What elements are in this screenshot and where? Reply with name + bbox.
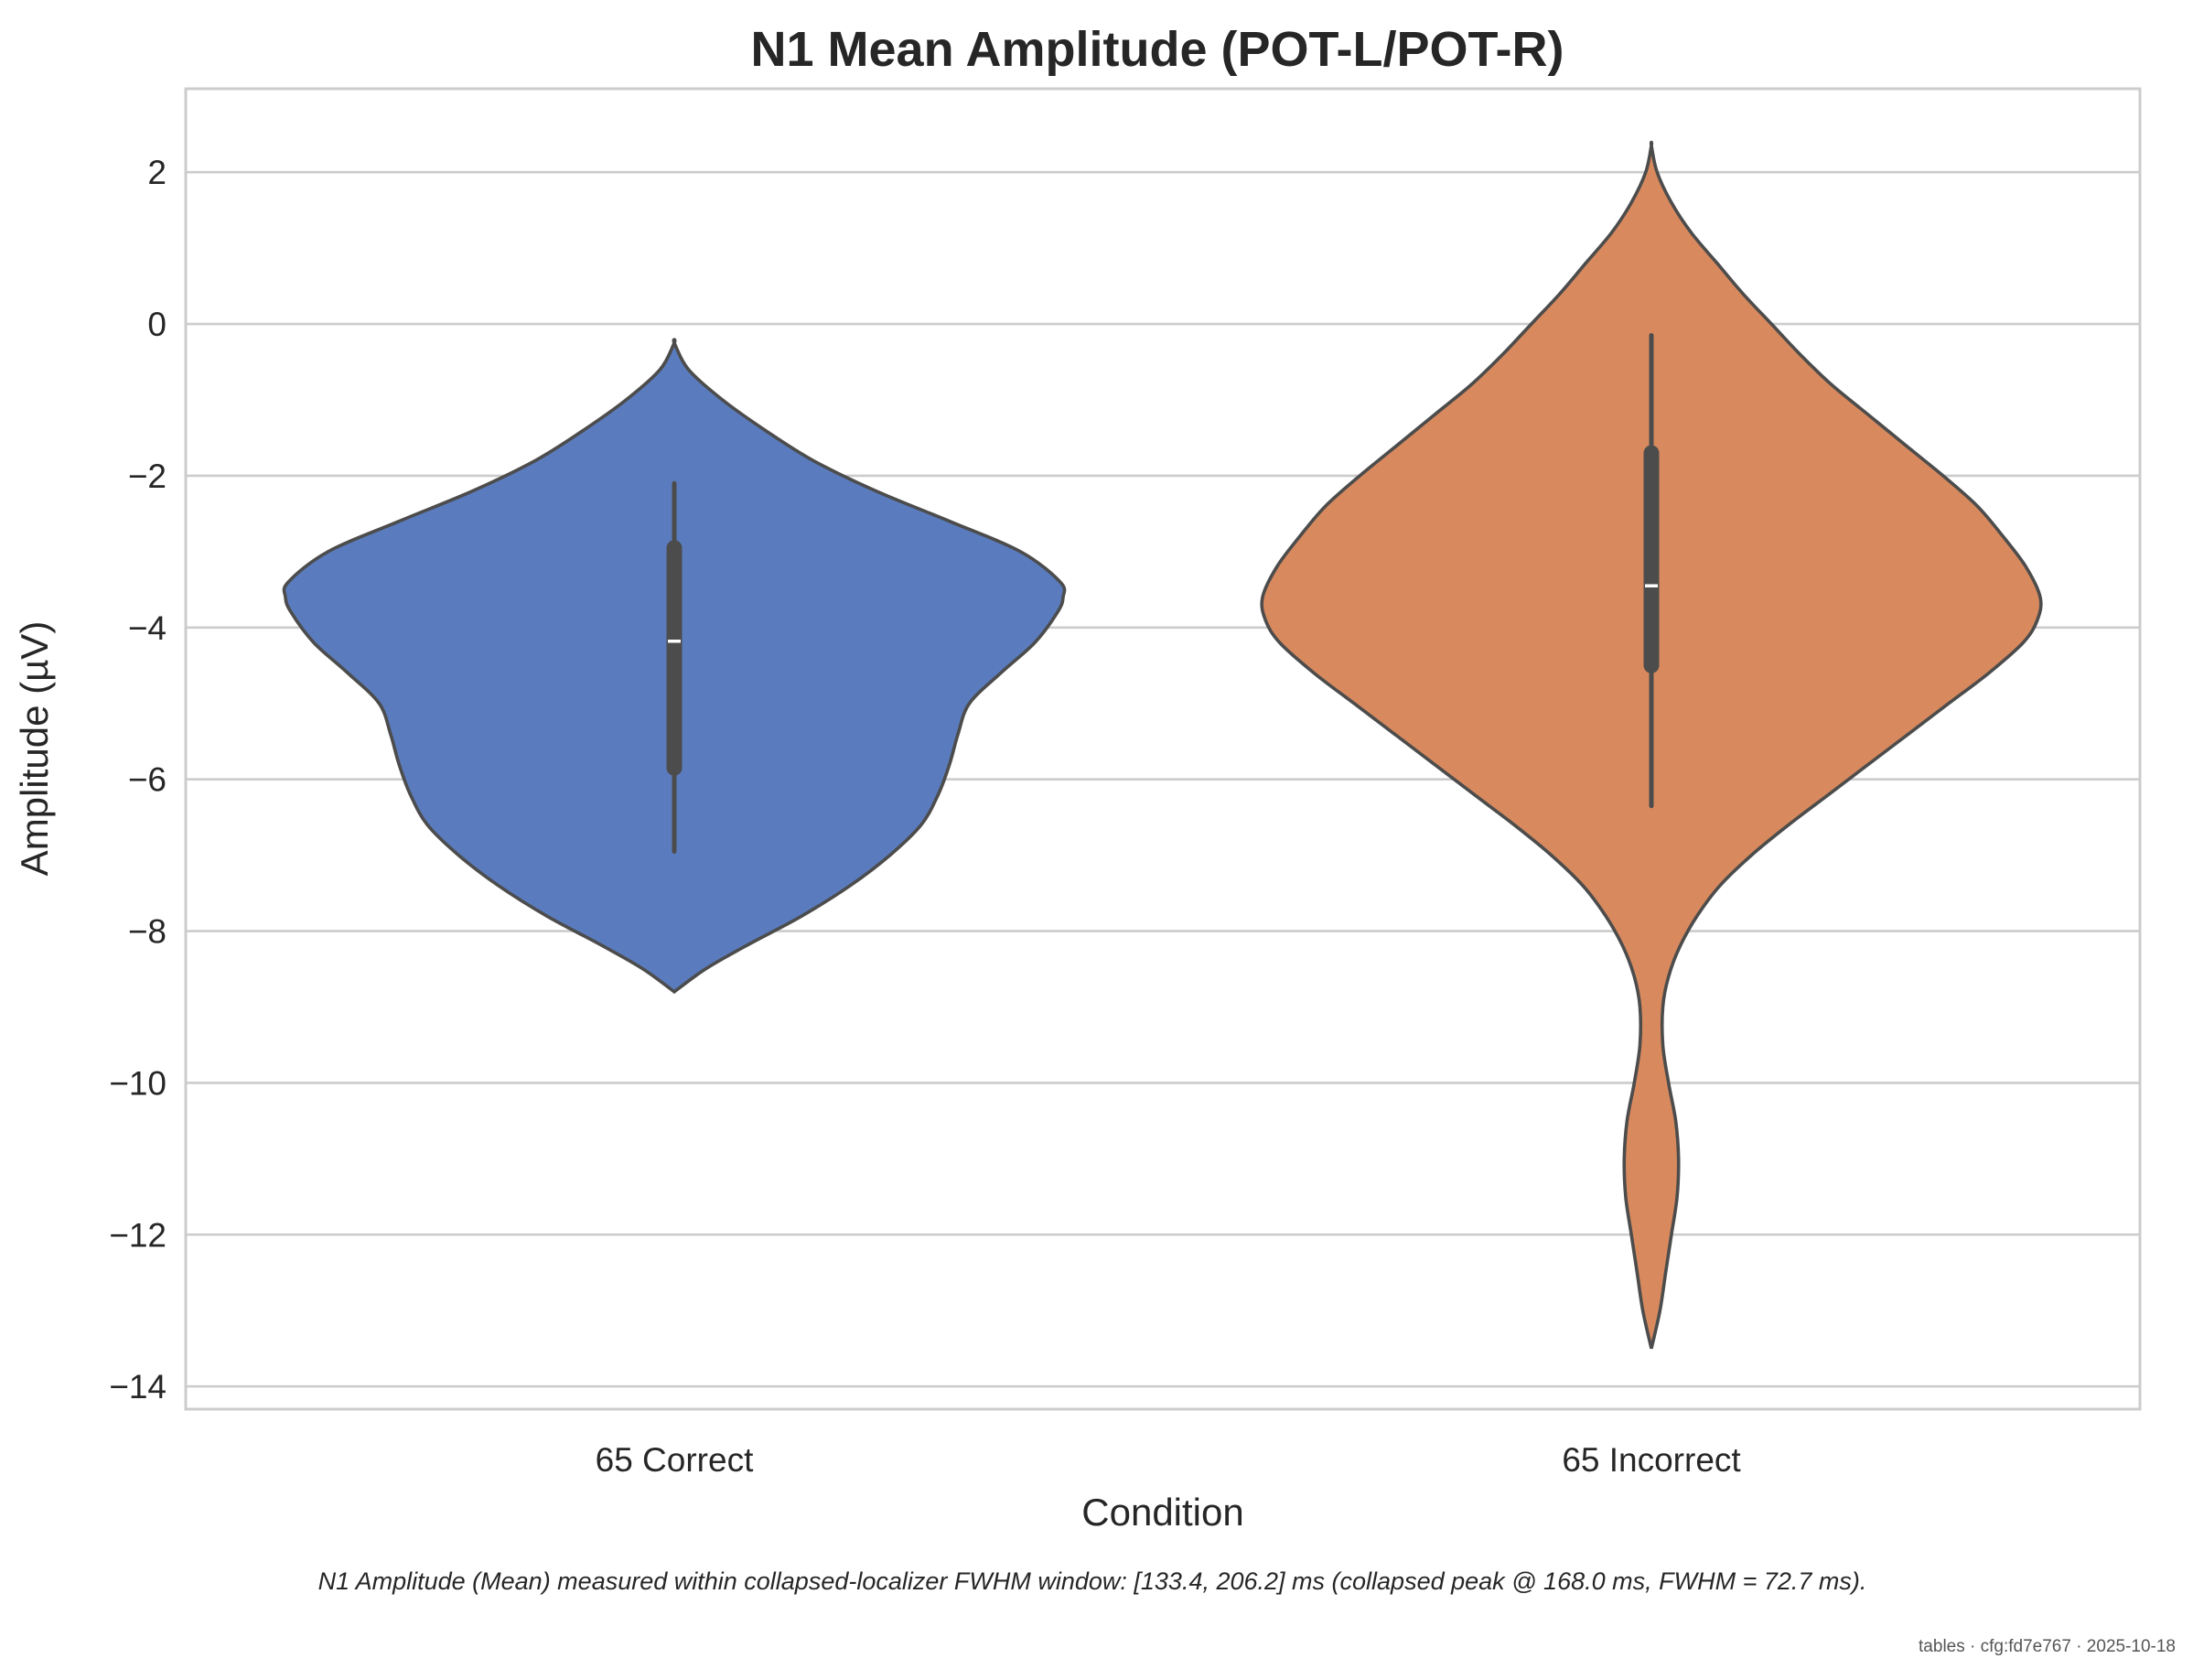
chart-caption: N1 Amplitude (Mean) measured within coll… [318, 1567, 1867, 1595]
y-tick-label: −12 [109, 1216, 167, 1254]
y-tick-label: −8 [128, 913, 167, 951]
y-tick-label: −10 [109, 1064, 167, 1102]
plot-frame [184, 87, 2142, 1411]
x-axis-label: Condition [1081, 1491, 1243, 1534]
y-tick-labels: 2 0 −2 −4 −6 −8 −10 −12 −14 [109, 154, 167, 1405]
y-tick-label: −4 [128, 609, 167, 647]
chart-title: N1 Mean Amplitude (POT-L/POT-R) [750, 22, 1564, 77]
y-tick-label: −6 [128, 761, 167, 799]
y-axis-label: Amplitude (µV) [13, 621, 56, 877]
y-tick-label: −2 [128, 458, 167, 495]
y-tick-label: 2 [147, 154, 167, 191]
x-tick-label: 65 Incorrect [1562, 1441, 1741, 1479]
violin-group [282, 338, 1067, 995]
footer-note: tables · cfg:fd7e767 · 2025-10-18 [1919, 1637, 2176, 1656]
violins [282, 140, 2043, 1350]
x-tick-label: 65 Correct [596, 1441, 754, 1479]
x-tick-labels: 65 Correct 65 Incorrect [596, 1441, 1742, 1479]
y-tick-label: −14 [109, 1368, 167, 1405]
y-tick-label: 0 [147, 306, 167, 343]
violin-group [1260, 140, 2043, 1350]
